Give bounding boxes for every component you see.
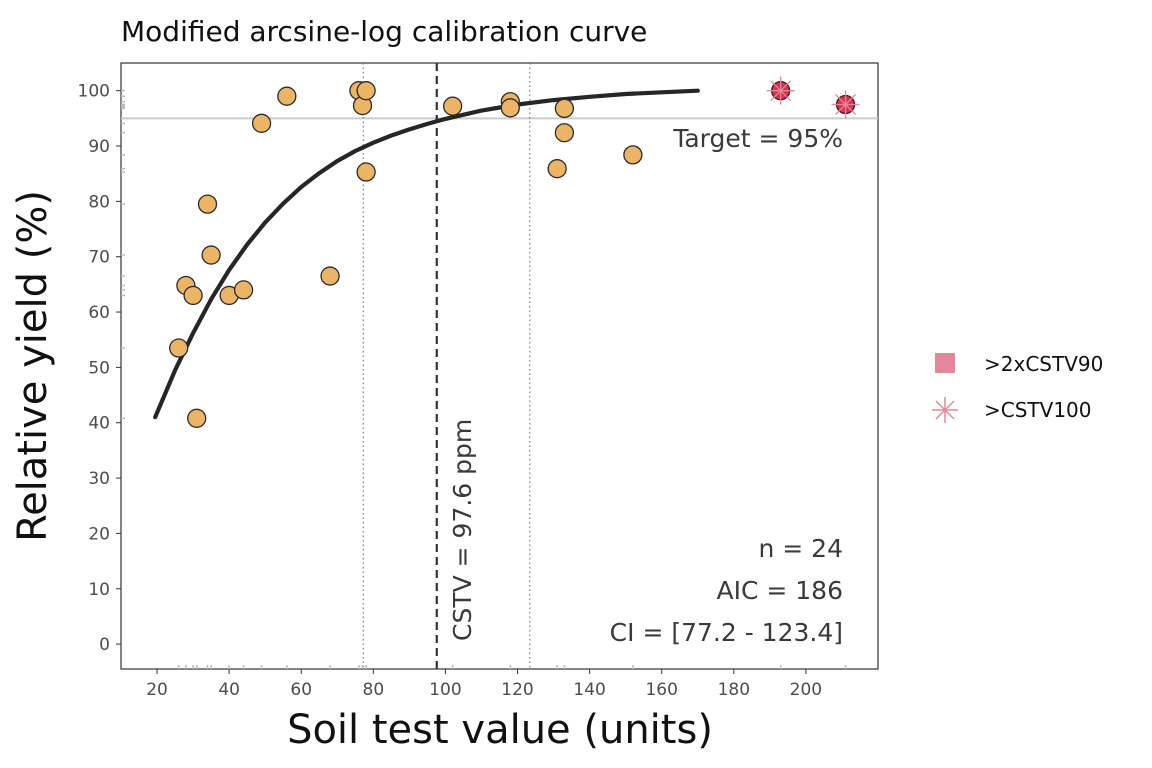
x-tick-label: 100 [429, 680, 461, 700]
x-tick-label: 60 [290, 680, 312, 700]
x-tick-label: 180 [718, 680, 750, 700]
chart-title: Modified arcsine-log calibration curve [121, 15, 647, 48]
data-point [201, 245, 221, 265]
x-tick-label: 80 [363, 680, 385, 700]
data-point [356, 162, 376, 182]
x-tick-label: 20 [146, 680, 168, 700]
legend-square-marker [935, 353, 955, 373]
y-tick-label: 100 [78, 82, 110, 102]
plot-panel: 20 40 60 80 100 120 140 160 180 200 0 10 20 30 40 50 60 7… [78, 62, 879, 700]
y-tick-label: 0 [99, 635, 110, 655]
data-point [547, 159, 567, 179]
x-tick-label: 40 [218, 680, 240, 700]
y-tick-label: 60 [88, 303, 110, 323]
data-point [623, 145, 643, 165]
data-point [442, 96, 463, 116]
data-point [320, 266, 340, 286]
x-tick-label: 160 [645, 680, 677, 700]
data-point [197, 194, 218, 214]
y-tick-label: 40 [88, 414, 110, 434]
data-point [251, 113, 272, 133]
y-tick-label: 90 [88, 137, 110, 157]
y-tick-label: 50 [88, 358, 110, 378]
panel-border [120, 62, 879, 670]
y-tick-label: 70 [88, 248, 110, 268]
x-tick-label: 200 [790, 680, 822, 700]
stat-label: AIC = 186 [717, 576, 844, 605]
data-point [169, 338, 189, 358]
legend-label-cstv100: >CSTV100 [984, 398, 1092, 422]
legend: >2xCSTV90 >CSTV100 [932, 352, 1103, 423]
data-point [277, 86, 297, 106]
y-tick-label: 80 [88, 192, 110, 212]
x-tick-label: 120 [501, 680, 533, 700]
data-point [183, 285, 203, 306]
target-label: Target = 95% [672, 124, 843, 153]
data-point [554, 123, 575, 143]
y-axis-label: Relative yield (%) [10, 190, 56, 542]
data-point [554, 98, 575, 119]
data-point [500, 98, 520, 118]
stat-label: n = 24 [759, 534, 844, 563]
outlier-asterisk-marker [766, 76, 795, 105]
data-point [356, 81, 376, 101]
x-axis-label: Soil test value (units) [287, 707, 713, 753]
outlier-asterisk-marker [831, 90, 860, 119]
y-tick-label: 30 [88, 469, 110, 489]
y-tick-label: 20 [88, 524, 110, 544]
data-point [187, 408, 207, 428]
data-point [233, 280, 254, 300]
x-tick-label: 140 [573, 680, 605, 700]
cstv-label: CSTV = 97.6 ppm [448, 419, 477, 641]
legend-asterisk-marker [932, 397, 958, 423]
fitted-curve [153, 88, 700, 420]
stat-label: CI = [77.2 - 123.4] [610, 618, 843, 647]
y-tick-label: 10 [88, 580, 110, 600]
legend-label-2xcstv90: >2xCSTV90 [984, 352, 1103, 376]
